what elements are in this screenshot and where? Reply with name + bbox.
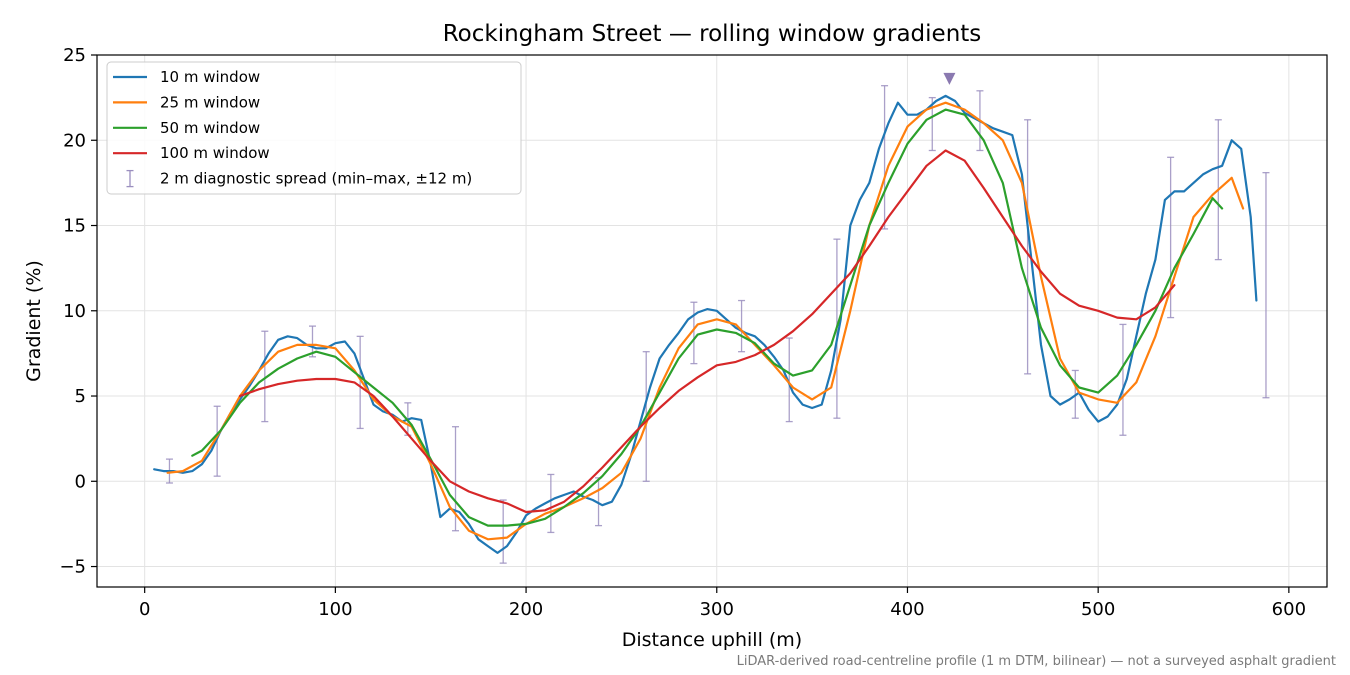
legend-label: 100 m window [160,144,270,162]
error-bar [308,325,316,358]
y-tick-label: 20 [63,130,86,151]
error-bar [356,335,364,430]
y-tick-label: 10 [63,301,86,322]
legend-item: 2 m diagnostic spread (min–max, ±12 m) [126,170,472,188]
series-line-4 [238,149,1176,514]
legend-item: 10 m window [113,68,260,86]
y-tick-label: 25 [63,45,86,66]
y-axis-label: Gradient (%) [23,260,45,382]
error-bar [785,337,793,423]
legend-items: 10 m window 25 m window 50 m window 100 m w… [113,68,472,188]
y-tick-label: −5 [59,557,86,578]
footnote: LiDAR-derived road-centreline profile (1… [737,654,1336,669]
legend-label: 50 m window [160,119,260,137]
error-bar [1262,172,1270,399]
error-bar [881,85,889,230]
error-bar [547,473,555,534]
y-tick-label: 15 [63,216,86,237]
error-bar [690,301,698,365]
error-bar [738,299,746,353]
y-axis-ticks: −5 0 5 10 15 20 25 [59,45,97,578]
x-tick-label: 200 [509,599,543,620]
x-axis-label: Distance uphill (m) [622,629,802,651]
x-tick-label: 0 [139,599,150,620]
peak-marker [943,72,956,85]
x-tick-label: 300 [700,599,734,620]
error-bar [1119,323,1127,436]
legend-item: 25 m window [113,93,260,111]
legend-label: 25 m window [160,93,260,111]
y-tick-label: 5 [75,386,86,407]
x-tick-label: 600 [1272,599,1306,620]
series-line-3 [191,108,1224,527]
x-tick-label: 500 [1081,599,1115,620]
chart-title: Rockingham Street — rolling window gradi… [443,21,982,47]
y-tick-label: 0 [75,471,86,492]
legend-label: 10 m window [160,68,260,86]
legend-label: 2 m diagnostic spread (min–max, ±12 m) [160,170,472,188]
series-line-1 [153,94,1258,555]
legend-box [106,61,522,195]
legend: 10 m window 25 m window 50 m window 100 m w… [106,61,522,195]
x-tick-label: 100 [318,599,352,620]
error-bar [499,499,507,564]
plot-frame [96,54,1328,588]
x-axis-ticks: 0 100 200 300 400 500 600 [139,587,1306,620]
annotations [943,72,956,85]
x-tick-label: 400 [890,599,924,620]
error-bar [261,330,269,423]
error-bar [213,405,221,477]
legend-item: 100 m window [113,144,270,162]
legend-item: 50 m window [113,119,260,137]
series-lines [153,94,1258,555]
error-bar [1024,119,1032,375]
